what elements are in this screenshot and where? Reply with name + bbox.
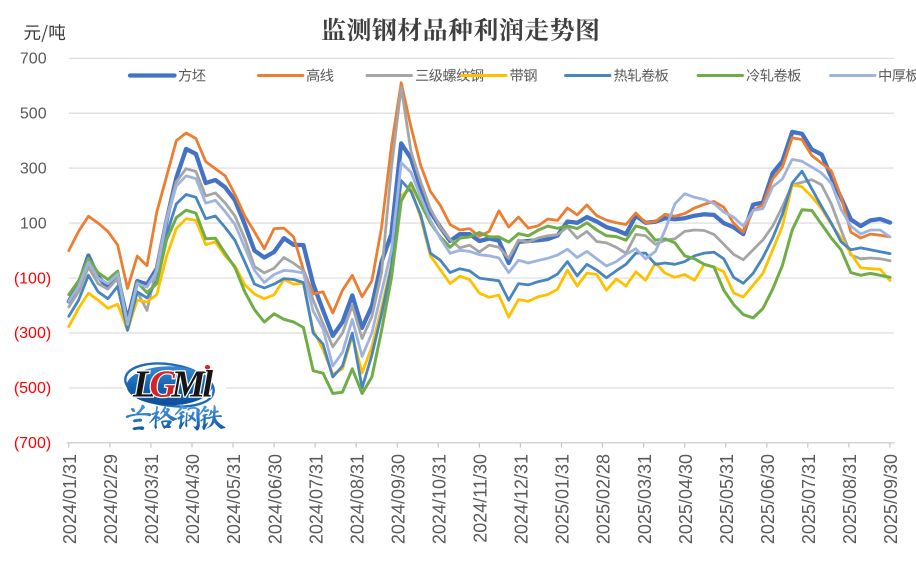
svg-text:2025/05/31: 2025/05/31 — [717, 454, 737, 544]
svg-text:2024/10/31: 2024/10/31 — [430, 454, 450, 544]
svg-text:(100): (100) — [14, 270, 51, 287]
svg-text:L: L — [132, 364, 156, 406]
svg-text:100: 100 — [20, 215, 47, 232]
svg-text:(500): (500) — [14, 380, 51, 397]
svg-text:M: M — [171, 364, 207, 406]
svg-text:l: l — [203, 364, 214, 406]
svg-text:300: 300 — [20, 160, 47, 177]
svg-text:2025/04/30: 2025/04/30 — [676, 454, 696, 544]
svg-text:(300): (300) — [14, 325, 51, 342]
svg-text:G: G — [150, 364, 178, 406]
svg-text:2025/09/30: 2025/09/30 — [881, 454, 901, 544]
svg-text:2024/02/29: 2024/02/29 — [101, 454, 121, 544]
svg-text:2025/08/31: 2025/08/31 — [840, 454, 860, 544]
svg-text:500: 500 — [20, 106, 47, 123]
svg-text:2025/07/31: 2025/07/31 — [799, 454, 819, 544]
svg-text:2024/09/30: 2024/09/30 — [389, 454, 409, 544]
svg-text:2024/05/31: 2024/05/31 — [224, 454, 244, 544]
svg-text:2025/06/30: 2025/06/30 — [758, 454, 778, 544]
svg-text:2024/03/31: 2024/03/31 — [142, 454, 162, 544]
svg-text:2024/07/31: 2024/07/31 — [306, 454, 326, 544]
svg-text:700: 700 — [20, 51, 47, 68]
svg-text:2025/01/31: 2025/01/31 — [553, 454, 573, 544]
svg-text:2025/02/28: 2025/02/28 — [594, 454, 614, 544]
svg-text:2024/12/31: 2024/12/31 — [512, 454, 532, 544]
svg-text:2025/03/31: 2025/03/31 — [635, 454, 655, 544]
svg-text:2024/01/31: 2024/01/31 — [60, 454, 80, 544]
svg-text:(700): (700) — [14, 435, 51, 452]
svg-text:2024/06/30: 2024/06/30 — [265, 454, 285, 544]
svg-text:2024/11/30: 2024/11/30 — [471, 454, 491, 543]
svg-text:2024/04/30: 2024/04/30 — [183, 454, 203, 544]
svg-text:2024/08/31: 2024/08/31 — [347, 454, 367, 544]
